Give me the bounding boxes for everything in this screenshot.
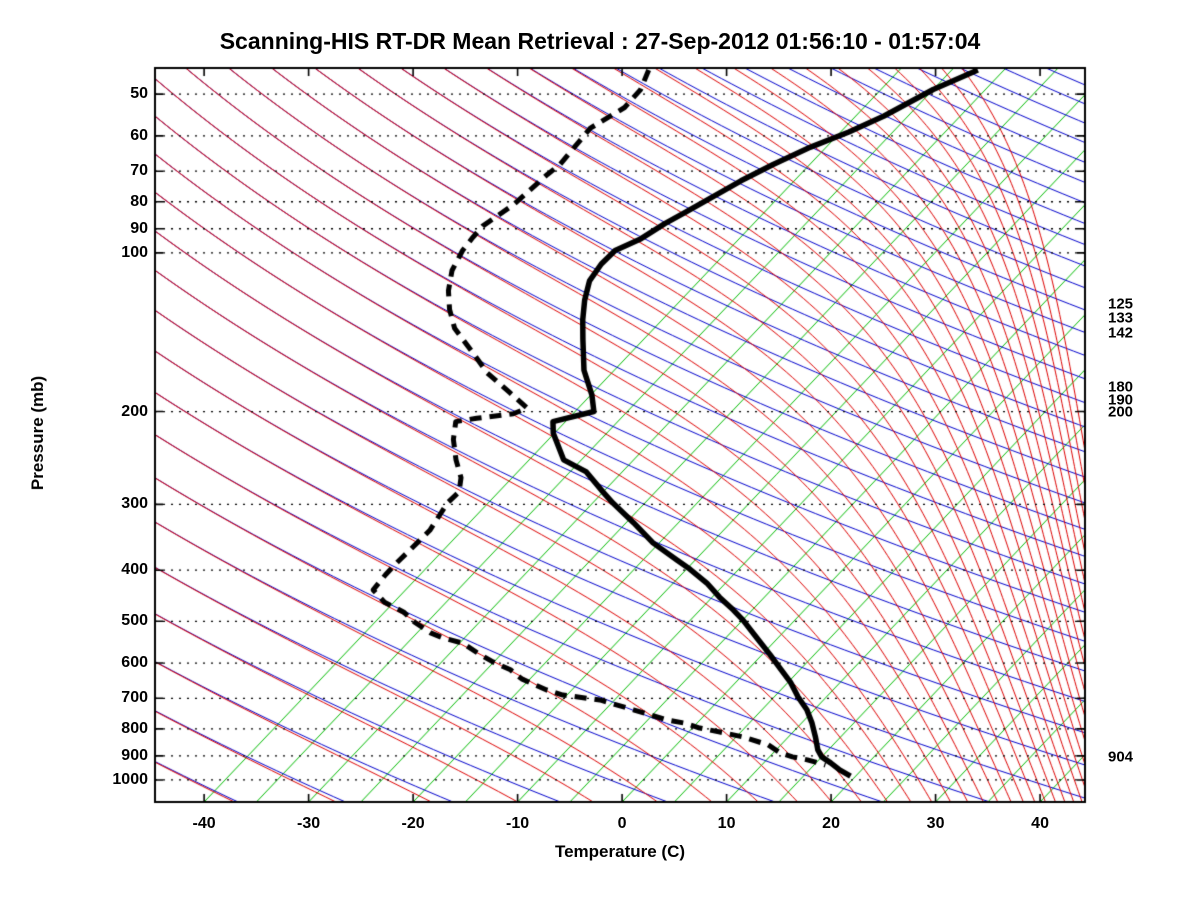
y-tick-label: 1000 — [112, 770, 148, 788]
x-tick-label: -20 — [401, 815, 425, 832]
y-tick-label: 600 — [121, 654, 148, 672]
x-tick-label: -10 — [506, 815, 530, 832]
x-tick-label: 0 — [617, 815, 627, 832]
y-tick-label: 100 — [121, 243, 148, 261]
x-tick-label: 10 — [717, 815, 736, 832]
y-tick-label: 90 — [130, 219, 148, 237]
right-pressure-label: 142 — [1108, 324, 1134, 342]
y-tick-label: 400 — [121, 561, 148, 579]
right-pressure-label: 125 — [1108, 295, 1134, 313]
x-tick-label: 30 — [926, 815, 945, 832]
x-tick-label: 40 — [1031, 815, 1049, 832]
y-tick-label: 50 — [130, 85, 148, 103]
right-pressure-label: 133 — [1108, 309, 1134, 327]
y-tick-label: 900 — [121, 746, 148, 764]
x-axis-label: Temperature (C) — [554, 842, 686, 861]
right-pressure-label: 190 — [1108, 391, 1134, 409]
y-tick-label: 300 — [121, 495, 148, 513]
right-pressure-label: 200 — [1108, 403, 1134, 421]
y-tick-label: 500 — [121, 612, 148, 630]
y-tick-label: 200 — [121, 402, 148, 420]
y-tick-label: 60 — [130, 126, 148, 144]
y-tick-label: 70 — [130, 162, 148, 180]
right-pressure-label: 180 — [1108, 378, 1134, 396]
chart-title: Scanning-HIS RT-DR Mean Retrieval : 27-S… — [219, 28, 981, 54]
right-pressure-label: 904 — [1108, 748, 1134, 766]
x-tick-label: -30 — [297, 815, 321, 832]
x-tick-label: 20 — [822, 815, 840, 832]
x-tick-label: -40 — [192, 815, 216, 832]
y-tick-label: 80 — [130, 192, 148, 210]
y-tick-label: 700 — [121, 689, 148, 707]
y-tick-label: 800 — [121, 719, 148, 737]
